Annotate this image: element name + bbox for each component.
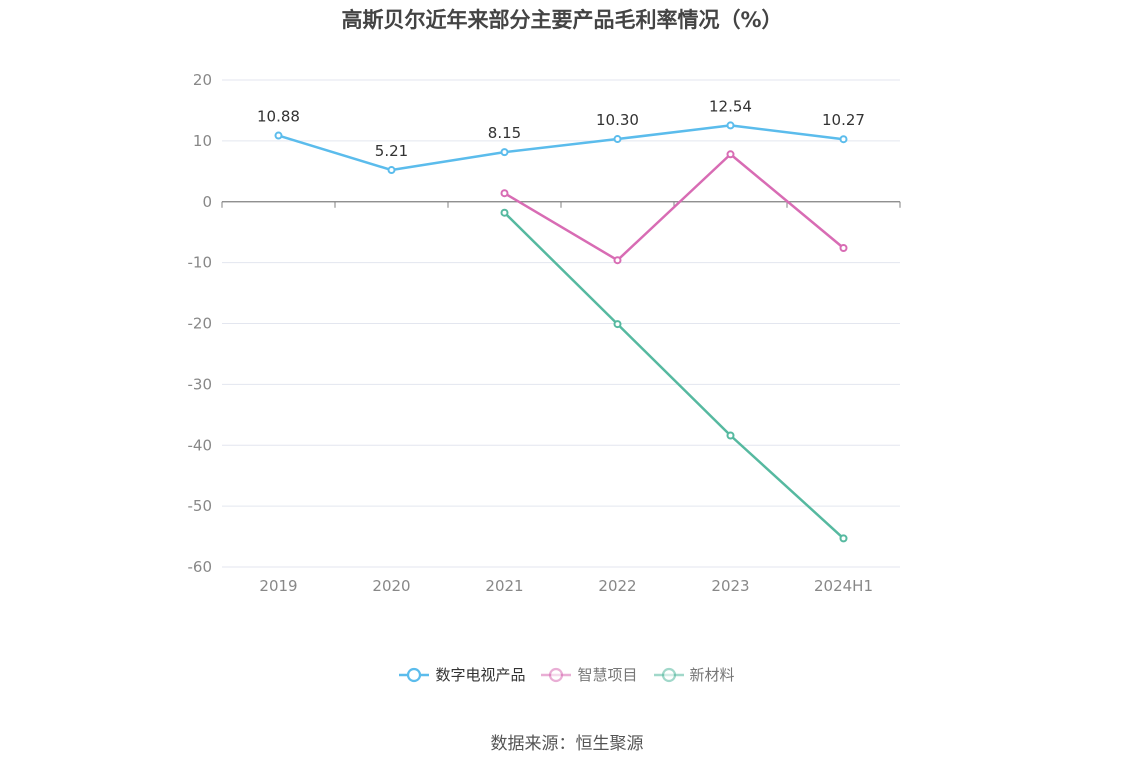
series-line bbox=[503, 211, 845, 540]
data-point bbox=[839, 244, 848, 253]
data-point bbox=[839, 135, 848, 144]
y-tick-label: -40 bbox=[188, 436, 213, 454]
legend-marker-icon bbox=[653, 667, 684, 682]
series-line bbox=[278, 124, 844, 172]
y-tick-label: -60 bbox=[188, 558, 213, 576]
legend-item[interactable]: 智慧项目 bbox=[541, 664, 638, 685]
data-label: 8.15 bbox=[488, 124, 521, 142]
legend-item[interactable]: 新材料 bbox=[653, 664, 735, 685]
legend-marker-icon bbox=[399, 667, 430, 682]
series-layer bbox=[274, 121, 848, 543]
data-point bbox=[274, 131, 283, 140]
y-tick-label: -50 bbox=[188, 497, 213, 515]
chart-title: 高斯贝尔近年来部分主要产品毛利率情况（%） bbox=[341, 8, 783, 32]
x-tick-label: 2024H1 bbox=[814, 577, 873, 595]
x-tick-label: 2020 bbox=[372, 577, 410, 595]
data-point bbox=[726, 150, 735, 159]
legend: 数字电视产品 智慧项目 新材料 bbox=[0, 664, 1134, 685]
data-point bbox=[726, 431, 735, 440]
grid-layer bbox=[222, 79, 900, 568]
data-point bbox=[387, 166, 396, 175]
data-point bbox=[613, 135, 622, 144]
data-source: 数据来源：恒生聚源 bbox=[490, 734, 644, 754]
legend-item[interactable]: 数字电视产品 bbox=[399, 664, 525, 685]
data-label: 10.30 bbox=[596, 111, 639, 129]
data-point bbox=[500, 208, 509, 217]
legend-label: 新材料 bbox=[689, 666, 735, 684]
legend-label: 智慧项目 bbox=[577, 666, 638, 684]
data-point bbox=[726, 121, 735, 130]
data-label: 5.21 bbox=[375, 142, 408, 160]
y-tick-label: 10 bbox=[193, 132, 212, 150]
data-point bbox=[613, 256, 622, 265]
axis-layer: 20 10 0 -10 -20 -30 -40 -50 -60 2019 2020 2021 2022 2… bbox=[188, 71, 901, 595]
data-point bbox=[613, 320, 622, 329]
data-point bbox=[839, 534, 848, 543]
y-tick-label: -20 bbox=[188, 315, 213, 333]
data-label: 12.54 bbox=[709, 97, 752, 115]
legend-marker-icon bbox=[541, 667, 572, 682]
label-layer: 10.88 5.21 8.15 10.30 12.54 10.27 bbox=[257, 97, 865, 160]
line-chart: 20 10 0 -10 -20 -30 -40 -50 -60 2019 2020 2021 2022 2… bbox=[188, 71, 901, 595]
data-label: 10.88 bbox=[257, 108, 300, 126]
legend-label: 数字电视产品 bbox=[435, 666, 526, 684]
x-tick-label: 2022 bbox=[598, 577, 636, 595]
y-tick-label: 0 bbox=[202, 193, 212, 211]
data-point bbox=[500, 148, 509, 157]
y-tick-label: -30 bbox=[188, 375, 213, 393]
y-tick-label: 20 bbox=[193, 71, 212, 89]
data-point bbox=[500, 189, 509, 198]
data-label: 10.27 bbox=[822, 111, 865, 129]
y-tick-label: -10 bbox=[188, 254, 213, 272]
x-tick-label: 2021 bbox=[485, 577, 523, 595]
x-tick-label: 2023 bbox=[711, 577, 749, 595]
x-tick-label: 2019 bbox=[259, 577, 297, 595]
series-line bbox=[503, 153, 845, 262]
